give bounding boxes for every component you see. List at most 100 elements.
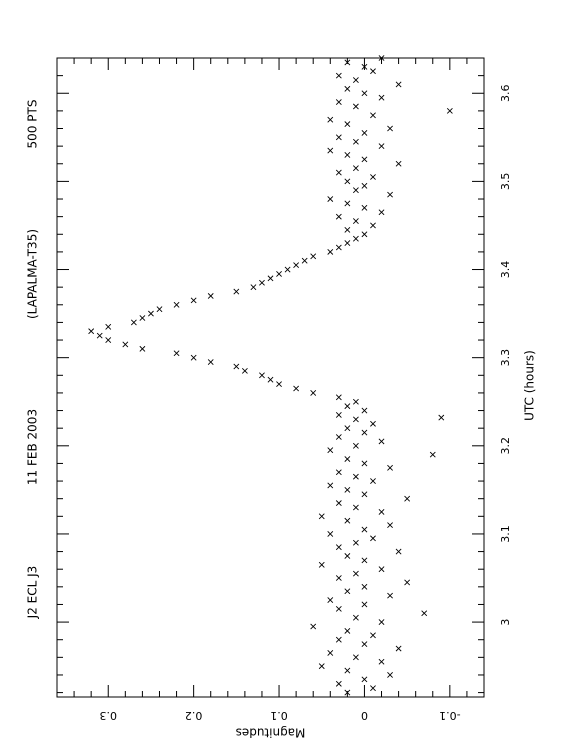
data-point [361,90,368,97]
data-point [105,337,112,343]
data-point [293,385,300,392]
data-point [429,451,436,458]
data-point [335,500,342,507]
x-tick-label: 3.4 [499,261,512,279]
data-point [370,420,376,427]
data-point [250,284,257,291]
data-point [361,460,368,467]
data-point [352,570,359,577]
data-point [361,491,368,498]
data-point [335,412,342,418]
data-point [335,636,342,643]
data-point [344,200,351,207]
data-point [335,394,342,401]
data-point [387,191,393,198]
data-point [344,456,351,462]
data-point [267,376,274,383]
data-point [139,315,146,321]
data-point [395,81,402,88]
data-point [233,288,240,295]
data-point [335,99,342,105]
data-point [361,557,368,564]
data-point [446,107,453,114]
data-point [370,68,376,75]
data-point [327,116,334,123]
y-tick-label: 0.3 [99,709,117,722]
data-point [378,658,385,665]
data-point [361,129,368,136]
x-tick-label: 3.2 [499,437,512,455]
data-point [190,354,197,361]
data-point [361,429,368,436]
title-part: (LAPALMA-T35) [26,229,40,319]
data-point [352,77,359,83]
data-point [352,614,359,621]
data-point [378,209,385,216]
data-point [352,138,359,145]
data-point [387,592,393,599]
data-point [310,253,317,260]
title-part: J2 ECL J3 [26,566,40,620]
data-point [335,544,342,551]
data-point [421,610,428,617]
data-point [344,121,351,128]
data-point [139,345,146,352]
data-point [267,275,274,282]
data-point [361,231,368,238]
data-point [378,619,385,626]
data-point [156,306,163,313]
data-point [352,398,359,405]
y-tick-label: 0.1 [270,709,288,722]
data-point [361,182,368,189]
data-point [387,125,393,132]
data-point [284,266,291,273]
data-point [335,72,342,79]
data-point [327,650,334,656]
data-point [344,85,351,92]
data-point [344,486,351,493]
data-point [190,297,197,304]
plot-frame [56,57,485,698]
x-tick-label: 3.3 [499,349,512,367]
x-tick-label: 3 [499,619,512,626]
axis-labels: 3 3.1 3.2 3.3 3.4 3.5 3.6 -0.1 0 0.1 0.2 0.3 UTC (ho… [26,85,537,740]
data-point [352,103,359,110]
data-point [370,112,376,119]
data-point [404,579,411,586]
data-point [310,623,317,630]
data-point [327,597,334,603]
data-point [370,174,376,180]
x-axis-title: UTC (hours) [523,350,537,421]
data-point [327,447,334,454]
data-point [378,508,385,515]
data-point [335,469,342,476]
data-point [233,363,240,370]
data-point [387,672,393,678]
title-part: 11 FEB 2003 [26,409,40,485]
data-point [327,248,334,255]
data-point [361,526,368,533]
data-point [301,257,308,264]
data-point [387,522,393,529]
data-point [395,548,402,555]
data-point [344,425,351,432]
data-point [122,341,129,348]
data-point [335,680,342,687]
data-point [344,403,351,410]
data-point [207,293,214,299]
data-point [344,152,351,158]
data-point [293,262,300,269]
data-point [387,464,393,471]
data-point [335,169,342,176]
data-point [378,94,385,101]
data-point [259,279,265,286]
data-point [352,165,359,172]
axis-ticks [56,57,485,697]
data-point [352,218,359,224]
data-point [173,350,180,357]
data-point [395,645,402,652]
data-point [344,178,351,185]
x-tick-label: 3.6 [499,85,512,103]
title-part: 500 PTS [26,100,40,149]
